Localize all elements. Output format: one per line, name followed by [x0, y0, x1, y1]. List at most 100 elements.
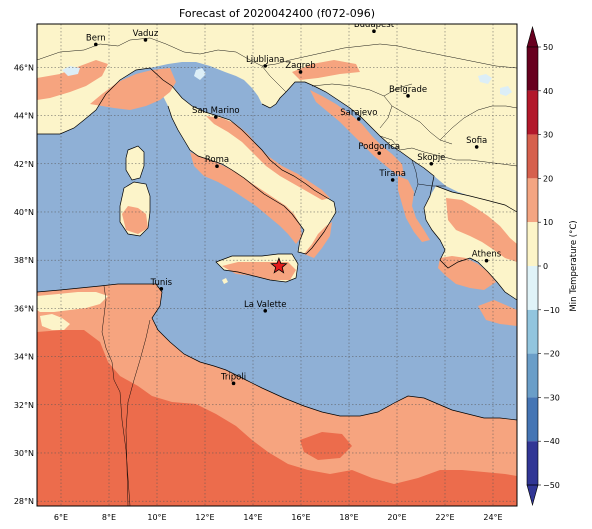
colorbar-segment — [527, 397, 538, 442]
lon-tick-label: 6°E — [54, 513, 68, 522]
city-dot — [231, 381, 236, 386]
lon-tick-label: 12°E — [195, 513, 214, 522]
colorbar-extend-min — [526, 484, 539, 507]
latitude-tick-labels: 46°N 44°N 42°N 40°N 38°N 36°N 34°N 32°N 30°N 28°N — [14, 63, 34, 506]
border-kosovo — [399, 147, 425, 153]
colorbar-tick-label: −20 — [543, 350, 560, 359]
colorbar-segment — [527, 134, 538, 179]
border-bulgaria — [439, 105, 517, 141]
mild-patch-algeria-coast — [37, 292, 108, 312]
lat-tick-label: 42°N — [14, 160, 34, 169]
warm-band-peloponnese — [438, 256, 496, 290]
lon-tick-label: 20°E — [387, 513, 406, 522]
city-dot — [429, 161, 434, 166]
lat-tick-label: 28°N — [14, 497, 34, 506]
colorbar: 50 40 30 20 10 0 −10 −20 −30 −40 −50 Min Temperatur… — [526, 25, 579, 507]
city-label: Belgrade — [389, 85, 427, 95]
lon-tick-label: 16°E — [291, 513, 310, 522]
coastline-corsica — [125, 145, 145, 181]
lake-geneva — [62, 66, 80, 76]
mild-patch-tunisia — [40, 314, 70, 330]
city-dot — [159, 287, 164, 291]
colorbar-label: Min Temperature (°C) — [569, 220, 579, 311]
lat-tick-label: 38°N — [14, 256, 34, 265]
lat-tick-label: 46°N — [14, 63, 34, 72]
colorbar-tick-label: −10 — [543, 306, 560, 315]
border-alps — [37, 37, 291, 67]
city-label: Zagreb — [285, 61, 315, 71]
city-label: Skopje — [417, 153, 445, 163]
warm-band-northeast-coast — [292, 60, 360, 80]
coastline-adriatic-east — [261, 81, 517, 301]
colorbar-segment-zero — [527, 266, 538, 310]
border-macedonia-greece — [423, 151, 517, 167]
city-dot — [263, 308, 268, 313]
warm-band-po-valley — [90, 68, 176, 110]
border-slovenia-croatia — [261, 65, 287, 93]
longitude-tick-labels: 6°E 8°E 10°E 12°E 14°E 16°E 18°E 20°E 22°E 24°E — [54, 513, 503, 522]
border-greece — [417, 183, 446, 187]
colorbar-segment — [527, 178, 538, 223]
city-dot — [143, 38, 148, 42]
colorbar-extend-max — [526, 25, 539, 48]
colorbar-tick-label: 0 — [543, 262, 548, 271]
coastline-sicily — [215, 253, 299, 283]
city-dot — [298, 70, 303, 74]
city-dot — [215, 164, 219, 168]
map-title: Forecast of 2020042400 (f072-096) — [178, 7, 376, 20]
warm-band-aegean-islands — [478, 300, 517, 326]
colorbar-segment — [527, 47, 538, 91]
city-dot — [484, 258, 489, 263]
colorbar-tick-label: 40 — [543, 87, 553, 96]
colorbar-tick-label: −30 — [543, 393, 560, 402]
border-tunisia-libya — [125, 319, 151, 506]
warm-band-italy-west-coast — [190, 152, 302, 244]
colorbar-tick-label: 10 — [543, 218, 553, 227]
warm-band-alps-west — [37, 60, 108, 100]
lat-tick-label: 32°N — [14, 401, 34, 410]
border-bosnia — [311, 83, 393, 129]
lon-tick-label: 18°E — [339, 513, 358, 522]
colorbar-tick-label: 20 — [543, 174, 553, 183]
city-label: Sofia — [466, 136, 487, 146]
city-label: Bern — [86, 33, 106, 43]
city-dot — [94, 42, 98, 47]
border-serbia-south — [391, 105, 453, 145]
highlight-marker — [270, 257, 288, 274]
lon-tick-label: 10°E — [147, 513, 166, 522]
land-greece-mild — [424, 186, 517, 300]
lat-tick-label: 36°N — [14, 304, 34, 313]
warm-band-dalmatia — [310, 90, 404, 176]
city-label: Budapest — [354, 20, 395, 30]
city-dot — [263, 64, 268, 68]
land-corsica — [126, 146, 144, 180]
coastlines — [37, 67, 517, 421]
border-montenegro — [379, 135, 401, 151]
lon-tick-label: 22°E — [435, 513, 454, 522]
border-algeria-libya — [119, 391, 131, 506]
colorbar-segment — [527, 90, 538, 135]
border-serbia-west — [383, 83, 413, 97]
coastline-aegean — [435, 185, 517, 213]
lat-tick-label: 44°N — [14, 112, 34, 121]
colorbar-segment-warm — [527, 222, 538, 266]
warm-band-sardinia — [122, 206, 148, 234]
city-label: La Valette — [244, 300, 287, 310]
country-borders — [37, 37, 517, 506]
lake-garda — [194, 68, 206, 80]
small-island-pelagie — [222, 278, 228, 284]
city-label: Athens — [472, 250, 502, 260]
land-italy-mild — [162, 80, 336, 254]
city-label: Roma — [205, 155, 229, 165]
city-dot — [214, 115, 218, 119]
colorbar-segment — [527, 441, 538, 485]
lon-tick-label: 14°E — [243, 513, 262, 522]
border-hungary — [289, 43, 517, 69]
map-gridlines — [37, 24, 517, 506]
map-frame — [36, 23, 518, 507]
land-north-mild — [37, 24, 517, 214]
colorbar-tick-label: −50 — [543, 481, 560, 490]
city-label: Ljubljana — [246, 55, 284, 65]
coastline-mainland-north — [37, 67, 337, 255]
